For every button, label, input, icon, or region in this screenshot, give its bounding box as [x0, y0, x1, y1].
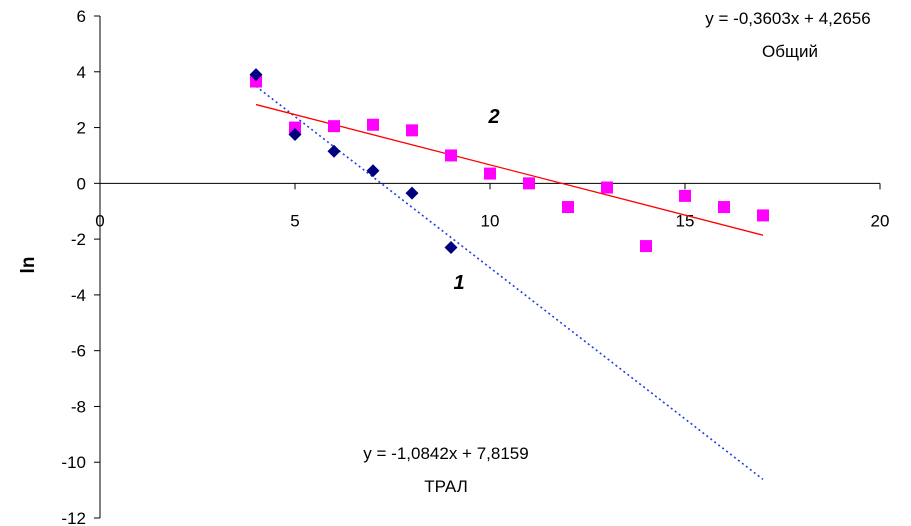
point-series-1: [366, 164, 380, 178]
y-tick-label: 2: [77, 119, 86, 138]
y-tick-labels: 6 4 2 0 -2 -4 -6 -8 -10 -12: [61, 7, 86, 526]
trendline-series-2: [255, 103, 764, 236]
equation-series-2: y = -0,3603x + 4,2656: [705, 9, 870, 28]
point-series-2: [640, 240, 652, 253]
x-tick-labels: 0 5 10 15 20: [95, 211, 889, 230]
point-series-1: [288, 128, 302, 142]
point-series-2: [679, 189, 691, 202]
point-series-2: [445, 149, 457, 162]
point-series-2: [250, 75, 262, 88]
point-series-2: [328, 120, 340, 133]
curve-number-1: 1: [453, 272, 464, 294]
legend-label-series-1: ТРАЛ: [424, 477, 467, 496]
y-axis-label: ln: [18, 257, 39, 274]
y-tick-label: 6: [77, 7, 86, 26]
trendline-series-1: [255, 85, 764, 481]
point-series-2: [367, 118, 379, 131]
y-tick-label: 0: [77, 174, 86, 193]
curve-number-2: 2: [487, 106, 499, 128]
legend-label-series-2: Общий: [762, 42, 818, 61]
x-tick-label: 0: [95, 211, 104, 230]
point-series-1: [249, 68, 263, 82]
equation-series-1: y = -1,0842x + 7,8159: [363, 444, 528, 463]
point-series-2: [289, 121, 301, 134]
point-series-2: [523, 177, 535, 190]
x-tick-label: 15: [676, 211, 695, 230]
trendlines: [255, 85, 764, 481]
point-series-2: [601, 181, 613, 194]
y-tick-label: -10: [61, 453, 86, 472]
point-series-1: [327, 144, 341, 158]
axes: [94, 15, 881, 519]
x-tick-label: 10: [481, 211, 500, 230]
x-tick-label: 20: [871, 211, 890, 230]
y-tick-label: -12: [61, 509, 86, 526]
y-tick-label: 4: [77, 63, 86, 82]
point-series-2: [718, 201, 730, 214]
point-series-1: [405, 186, 419, 200]
y-tick-label: -4: [71, 286, 86, 305]
point-series-2: [757, 209, 769, 222]
y-tick-label: -2: [71, 230, 86, 249]
point-series-2: [562, 201, 574, 214]
y-tick-label: -6: [71, 342, 86, 361]
x-tick-label: 5: [290, 211, 299, 230]
point-series-1: [444, 240, 458, 254]
point-series-2: [484, 167, 496, 180]
y-tick-label: -8: [71, 397, 86, 416]
data-points: [249, 68, 769, 254]
point-series-2: [406, 124, 418, 137]
